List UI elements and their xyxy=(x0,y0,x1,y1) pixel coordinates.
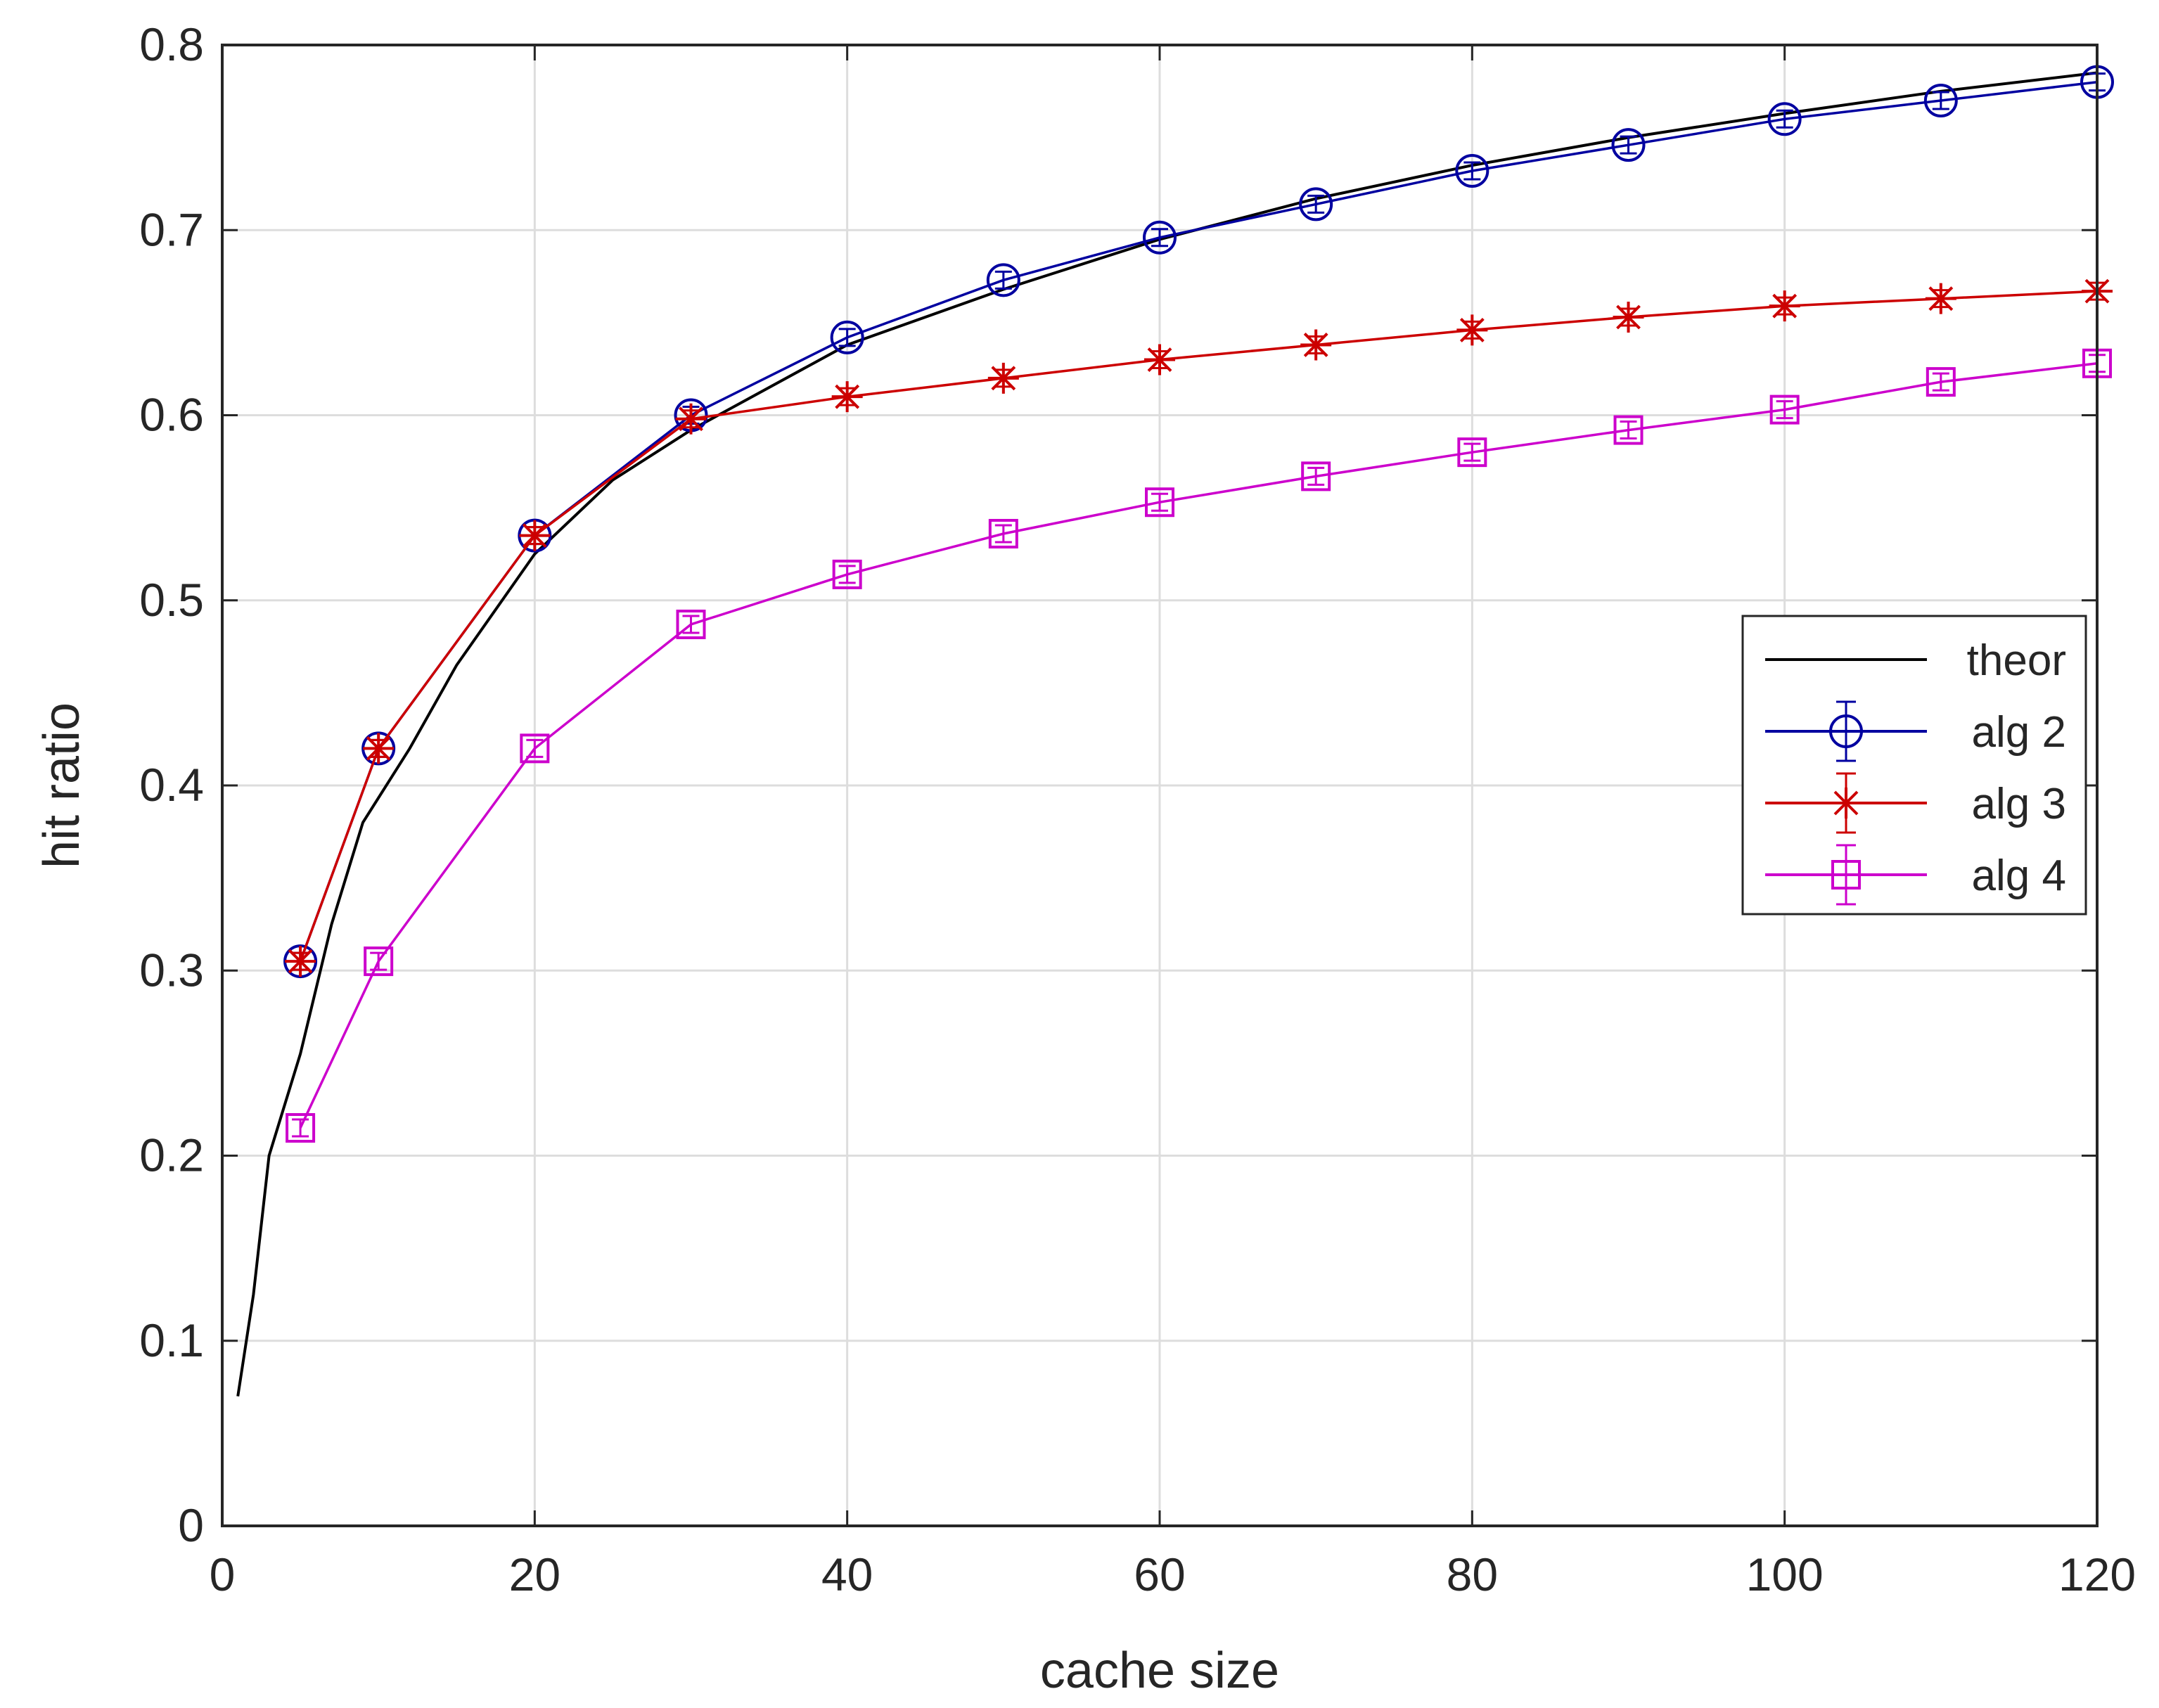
legend-label: alg 3 xyxy=(1972,780,2066,828)
data-point xyxy=(519,520,551,551)
error-bar xyxy=(994,270,1012,290)
data-point xyxy=(830,320,864,354)
y-tick-label: 0.3 xyxy=(139,944,204,996)
x-tick-label: 40 xyxy=(821,1548,873,1600)
data-point xyxy=(1143,220,1177,255)
error-bar xyxy=(1932,91,1949,110)
x-tick-label: 120 xyxy=(2058,1548,2136,1600)
x-tick-label: 20 xyxy=(509,1548,560,1600)
error-bar xyxy=(1620,135,1637,155)
data-point xyxy=(1926,367,1956,397)
x-tick-label: 60 xyxy=(1134,1548,1185,1600)
error-bar xyxy=(1776,109,1793,129)
data-point xyxy=(831,381,863,413)
legend-label: alg 2 xyxy=(1972,708,2066,757)
series-alg-4 xyxy=(286,348,2112,1143)
error-bar xyxy=(682,615,700,634)
legend-error-bar xyxy=(1836,844,1856,906)
data-point xyxy=(1613,301,1644,333)
error-bar xyxy=(526,738,544,758)
data-point xyxy=(1455,154,1489,188)
data-point xyxy=(1767,102,1802,136)
data-point xyxy=(1457,437,1487,468)
data-point xyxy=(1456,314,1488,346)
data-point xyxy=(1769,394,1800,425)
error-bar xyxy=(838,565,856,584)
legend-item: alg 2 xyxy=(1765,700,2066,762)
error-bar xyxy=(1151,492,1168,512)
data-point xyxy=(1144,344,1175,375)
legend-marker xyxy=(1829,714,1863,748)
error-bar xyxy=(1776,400,1793,420)
legend-item: theor xyxy=(1765,636,2066,685)
data-point xyxy=(520,733,550,764)
data-point xyxy=(675,403,707,435)
data-point xyxy=(1611,128,1646,162)
error-bar xyxy=(1932,372,1949,392)
error-bar xyxy=(1307,466,1325,486)
error-bar xyxy=(1151,228,1168,248)
y-tick-label: 0.8 xyxy=(139,18,204,70)
data-point xyxy=(364,946,394,977)
y-tick-label: 0.4 xyxy=(139,759,204,811)
legend-marker xyxy=(1831,788,1862,818)
x-axis-label: cache size xyxy=(1040,1643,1279,1699)
legend-marker xyxy=(1831,860,1861,890)
y-axis-label: hit ratio xyxy=(34,702,90,868)
y-tick-label: 0.6 xyxy=(139,389,204,441)
legend-label: theor xyxy=(1967,636,2066,685)
legend-box xyxy=(1741,615,2087,916)
legend-error-bar xyxy=(1836,700,1856,762)
error-bar xyxy=(994,524,1012,544)
data-point xyxy=(986,263,1020,297)
y-tick-label: 0.5 xyxy=(139,574,204,626)
data-point xyxy=(1613,415,1644,445)
y-tick-label: 0 xyxy=(178,1499,204,1551)
y-tick-label: 0.2 xyxy=(139,1129,204,1181)
data-point xyxy=(1769,290,1800,322)
error-bar xyxy=(1307,194,1325,214)
data-point xyxy=(676,609,706,639)
error-bar xyxy=(838,328,856,347)
series-line xyxy=(236,71,2098,1397)
data-point xyxy=(286,1113,316,1143)
legend-item: alg 4 xyxy=(1765,844,2066,906)
x-tick-label: 0 xyxy=(210,1548,236,1600)
data-point xyxy=(987,362,1019,394)
error-bar xyxy=(1620,420,1637,440)
x-tick-label: 80 xyxy=(1447,1548,1498,1600)
series-alg-3 xyxy=(285,276,2113,977)
legend-label: alg 4 xyxy=(1972,852,2066,900)
error-bar xyxy=(292,1118,309,1138)
series-group xyxy=(236,65,2114,1397)
legend-item: alg 3 xyxy=(1765,772,2066,834)
data-point xyxy=(1925,283,1956,314)
data-point xyxy=(1923,83,1958,117)
error-bar xyxy=(370,951,387,971)
legend: theor alg 2 alg 3 alg 4 xyxy=(1741,615,2087,916)
y-tick-label: 0.7 xyxy=(139,203,204,255)
data-point xyxy=(1145,487,1174,518)
data-point xyxy=(988,518,1018,548)
x-tick-label: 100 xyxy=(1746,1548,1824,1600)
data-point xyxy=(363,733,395,764)
data-point xyxy=(285,946,316,977)
error-bar xyxy=(1463,442,1481,462)
data-point xyxy=(1301,461,1331,492)
series-theor xyxy=(236,71,2098,1397)
error-bar xyxy=(1463,161,1481,181)
y-tick-label: 0.1 xyxy=(139,1314,204,1366)
data-point xyxy=(832,559,862,589)
data-point xyxy=(1300,329,1332,361)
data-point xyxy=(1299,187,1333,221)
